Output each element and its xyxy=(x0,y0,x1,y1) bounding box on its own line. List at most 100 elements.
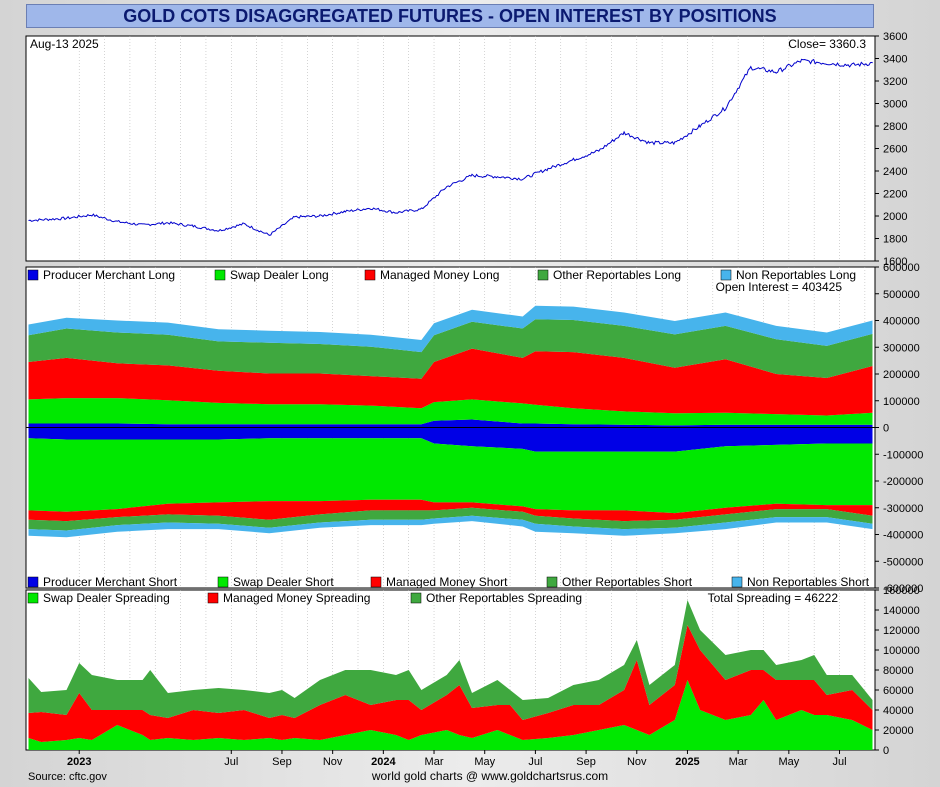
x-tick-label: Jul xyxy=(528,756,542,768)
legend-swatch xyxy=(370,576,382,588)
y-tick-label: 80000 xyxy=(883,665,914,677)
x-tick-label: 2025 xyxy=(675,756,699,768)
x-tick-label: Sep xyxy=(576,756,596,768)
area-long-swap-dealer-long xyxy=(28,398,873,426)
y-tick-label: 500000 xyxy=(883,289,920,301)
y-tick-label: 20000 xyxy=(883,725,914,737)
legend-label: Non Reportables Short xyxy=(747,575,870,589)
area-long-non-reportables-long xyxy=(28,305,873,353)
chart-labels: Aug-13 2025 Close= 3360.3 Open Interest … xyxy=(27,31,923,783)
price-close-label: Close= 3360.3 xyxy=(788,37,866,51)
total-spreading-label: Total Spreading = 46222 xyxy=(708,591,839,605)
area-short-managed-money-short xyxy=(28,499,873,522)
y-tick-label: 100000 xyxy=(883,645,920,657)
y-tick-label: 2600 xyxy=(883,144,907,156)
area-spreading-swap-dealer-spreading xyxy=(28,680,873,750)
y-tick-label: 140000 xyxy=(883,605,920,617)
x-tick-label: Mar xyxy=(425,756,444,768)
legend-label: Managed Money Short xyxy=(386,575,508,589)
panel-price xyxy=(25,35,876,262)
legend-swatch xyxy=(546,576,558,588)
area-spreading-managed-money-spreading xyxy=(28,625,873,742)
area-spreading-other-reportables-spreading xyxy=(28,600,873,720)
area-short-swap-dealer-short xyxy=(28,438,873,514)
area-long-managed-money-long xyxy=(28,348,873,416)
legend-label: Swap Dealer Long xyxy=(230,268,329,282)
open-interest-y-axis: -600000 -500000 -400000 -300000 -200000 -1000… xyxy=(875,262,923,595)
y-tick-label: -100000 xyxy=(883,449,923,461)
price-date-label: Aug-13 2025 xyxy=(30,37,99,51)
y-tick-label: 600000 xyxy=(883,262,920,274)
legend-swatch xyxy=(207,592,219,604)
y-tick-label: -500000 xyxy=(883,556,923,568)
area-short-producer-merchant-short xyxy=(28,427,873,452)
y-tick-label: 0 xyxy=(883,745,889,757)
legend-label: Other Reportables Spreading xyxy=(426,591,582,605)
price-y-axis: 1600 1800 2000 2200 2400 2600 2800 3000 3200 3400… xyxy=(875,31,907,268)
legend-label: Producer Merchant Short xyxy=(43,575,178,589)
x-tick-label: 2024 xyxy=(371,756,396,768)
x-tick-label: Sep xyxy=(272,756,292,768)
x-tick-label: Nov xyxy=(323,756,343,768)
y-tick-label: 2200 xyxy=(883,189,907,201)
chart-title: GOLD COTS DISAGGREGATED FUTURES - OPEN I… xyxy=(123,5,777,26)
legend-label: Swap Dealer Spreading xyxy=(43,591,170,605)
spreading-legend: Swap Dealer Spreading Managed Money Sprea… xyxy=(27,591,582,605)
y-tick-label: 60000 xyxy=(883,685,914,697)
legend-swatch xyxy=(27,576,39,588)
long-legend: Producer Merchant Long Swap Dealer Long Ma… xyxy=(27,268,856,282)
y-tick-label: 400000 xyxy=(883,316,920,328)
spreading-y-axis: 0 20000 40000 60000 80000 100000 120000 140000 1… xyxy=(875,585,920,757)
area-short-non-reportables-short xyxy=(28,515,873,538)
legend-label: Managed Money Long xyxy=(380,268,499,282)
y-tick-label: -300000 xyxy=(883,503,923,515)
credit-label: world gold charts @ www.goldchartsrus.co… xyxy=(371,769,608,783)
y-tick-label: 200000 xyxy=(883,369,920,381)
legend-swatch xyxy=(720,269,732,281)
y-tick-label: 3600 xyxy=(883,31,907,43)
y-tick-label: 100000 xyxy=(883,396,920,408)
y-tick-label: 2000 xyxy=(883,211,907,223)
legend-swatch xyxy=(27,592,39,604)
y-tick-label: 3200 xyxy=(883,76,907,88)
legend-swatch xyxy=(27,269,39,281)
price-line xyxy=(28,58,873,236)
y-tick-label: 3000 xyxy=(883,99,907,111)
y-tick-label: 1800 xyxy=(883,234,907,246)
x-tick-label: Mar xyxy=(729,756,748,768)
legend-swatch xyxy=(217,576,229,588)
y-tick-label: -600000 xyxy=(883,583,923,595)
legend-swatch xyxy=(364,269,376,281)
short-legend: Producer Merchant Short Swap Dealer Short… xyxy=(27,575,870,589)
legend-label: Other Reportables Short xyxy=(562,575,693,589)
legend-label: Producer Merchant Long xyxy=(43,268,175,282)
y-tick-label: 3400 xyxy=(883,54,907,66)
legend-label: Swap Dealer Short xyxy=(233,575,334,589)
x-tick-label: Jul xyxy=(832,756,846,768)
y-tick-label: 120000 xyxy=(883,625,920,637)
y-tick-label: -400000 xyxy=(883,530,923,542)
y-tick-label: 40000 xyxy=(883,705,914,717)
x-tick-label: 2023 xyxy=(67,756,91,768)
chart-marks xyxy=(26,58,875,750)
x-tick-label: Jul xyxy=(224,756,238,768)
area-long-other-reportables-long xyxy=(28,319,873,379)
legend-label: Managed Money Spreading xyxy=(223,591,370,605)
area-long-producer-merchant-long xyxy=(28,419,873,428)
y-tick-label: 2800 xyxy=(883,121,907,133)
x-tick-label: Nov xyxy=(627,756,647,768)
y-tick-label: 160000 xyxy=(883,585,920,597)
source-label: Source: cftc.gov xyxy=(28,771,107,783)
x-tick-label: May xyxy=(778,756,799,768)
open-interest-label: Open Interest = 403425 xyxy=(716,280,843,294)
legend-label: Non Reportables Long xyxy=(736,268,856,282)
chart-title-bar: GOLD COTS DISAGGREGATED FUTURES - OPEN I… xyxy=(26,4,874,28)
x-tick-label: May xyxy=(474,756,495,768)
legend-swatch xyxy=(214,269,226,281)
legend-swatch xyxy=(731,576,743,588)
y-tick-label: 300000 xyxy=(883,342,920,354)
x-axis: 2023 Jul Sep Nov 2024 Mar May Jul Sep Nov 2025 Mar M… xyxy=(67,750,847,768)
area-short-other-reportables-short xyxy=(28,507,873,531)
